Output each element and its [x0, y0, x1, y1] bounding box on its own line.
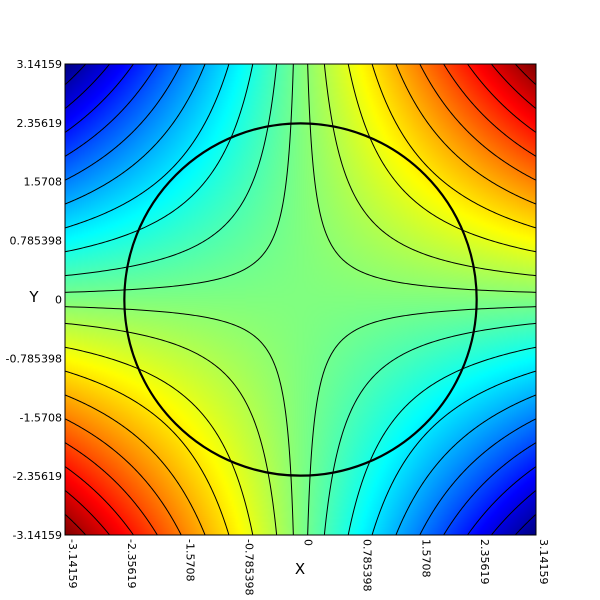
- y-axis-ticks: 3.14159 2.35619 1.5708 0.785398 0 -0.785398 -1…: [6, 58, 62, 542]
- contour-line: [307, 63, 537, 293]
- x-tick-label: 2.35619: [478, 539, 491, 585]
- contour-line: [514, 513, 537, 536]
- y-tick-label: -1.5708: [20, 411, 62, 424]
- contour-line: [64, 63, 278, 277]
- contour-line: [419, 63, 537, 181]
- y-tick-label: 0: [55, 294, 62, 307]
- y-tick-label: 1.5708: [24, 176, 63, 189]
- y-tick-label: -2.35619: [13, 470, 62, 483]
- contour-line: [395, 63, 537, 205]
- contour-line: [64, 466, 134, 536]
- contour-line: [64, 63, 230, 229]
- contour-line: [443, 63, 537, 157]
- contour-line: [64, 63, 87, 86]
- contour-line: [307, 306, 537, 536]
- x-axis-label: X: [295, 560, 305, 578]
- y-tick-label: -0.785398: [6, 352, 62, 365]
- contour-line: [64, 306, 294, 536]
- x-tick-label: -1.5708: [184, 539, 197, 581]
- contour-line: [64, 322, 278, 536]
- contour-lines: [64, 63, 537, 536]
- contour-line: [491, 490, 537, 536]
- boundary-circle: [123, 122, 478, 477]
- contour-line: [323, 63, 537, 277]
- y-tick-label: 2.35619: [17, 117, 63, 130]
- plot-area: [64, 63, 537, 536]
- y-tick-label: 0.785398: [10, 235, 63, 248]
- x-tick-label: 0.785398: [360, 539, 373, 592]
- x-axis-ticks: -3.14159 -2.35619 -1.5708 -0.785398 0 0.78539…: [66, 539, 550, 595]
- contour-line: [371, 63, 537, 229]
- x-tick-label: 0: [302, 539, 315, 546]
- contour-line: [467, 63, 537, 133]
- contour-line: [64, 63, 110, 109]
- contour-line: [347, 63, 537, 253]
- heatmap-image: [65, 64, 536, 535]
- contour-line: [64, 63, 294, 293]
- contour-line: [64, 346, 254, 536]
- contour-line: [491, 63, 537, 109]
- contour-line: [64, 490, 110, 536]
- contour-line: [64, 442, 158, 536]
- contour-line: [347, 346, 537, 536]
- x-tick-label: -0.785398: [243, 539, 256, 595]
- contour-line: [371, 370, 537, 536]
- contour-line: [323, 322, 537, 536]
- x-tick-label: 1.5708: [419, 539, 432, 578]
- y-tick-label: 3.14159: [17, 58, 63, 71]
- x-tick-label: -2.35619: [125, 539, 138, 588]
- x-tick-label: 3.14159: [537, 539, 550, 585]
- contour-line: [64, 63, 134, 133]
- contour-line: [64, 370, 230, 536]
- contour-line: [64, 63, 182, 181]
- contour-line: [64, 63, 158, 157]
- contour-line: [467, 466, 537, 536]
- y-tick-label: -3.14159: [13, 529, 62, 542]
- contour-line: [64, 418, 182, 536]
- contour-line: [419, 418, 537, 536]
- contour-line: [64, 513, 87, 536]
- contour-line: [443, 442, 537, 536]
- plot-frame: [64, 63, 537, 536]
- contour-line: [395, 394, 537, 536]
- x-tick-label: -3.14159: [66, 539, 79, 588]
- y-axis-label: Y: [28, 288, 39, 306]
- contour-line: [514, 63, 537, 86]
- contour-line: [64, 394, 206, 536]
- contour-line: [64, 63, 254, 253]
- contour-line: [64, 63, 206, 205]
